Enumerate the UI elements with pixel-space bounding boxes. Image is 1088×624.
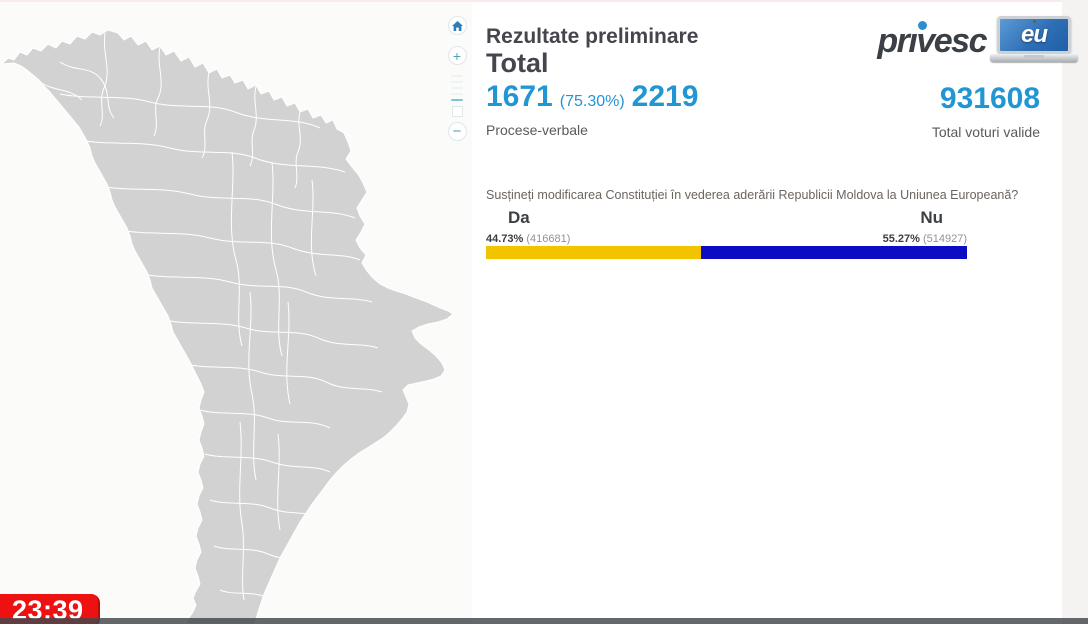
protocols-counts: 1671 (75.30%) 2219	[486, 80, 698, 114]
zoom-out-button[interactable]: −	[447, 122, 467, 141]
protocols-processed-pct: (75.30%)	[559, 93, 625, 110]
option-nu-votes: (514927)	[922, 233, 967, 245]
privesc-eu-logo[interactable]: prıvesc eu	[877, 16, 1078, 64]
laptop-screen: eu	[997, 16, 1071, 54]
zoom-tick	[451, 75, 463, 77]
laptop-camera-dot	[1033, 20, 1036, 23]
option-nu-label: Nu	[920, 208, 943, 227]
logo-text: prıvesc	[877, 22, 987, 60]
zoom-slider-handle[interactable]	[451, 106, 463, 117]
scope-label: Total	[486, 48, 549, 78]
option-nu-pct: 55.27%	[882, 233, 920, 245]
protocols-total: 2219	[631, 80, 699, 113]
bar-segment-nu	[701, 246, 967, 259]
zoom-tick-current	[451, 99, 463, 101]
results-bar	[486, 246, 967, 259]
minus-icon: −	[452, 123, 462, 140]
map-home-button[interactable]	[447, 16, 467, 35]
right-gutter	[1062, 0, 1088, 624]
map-zoom-controls: + −	[446, 16, 468, 141]
plus-icon: +	[452, 47, 462, 64]
map-panel[interactable]	[0, 2, 472, 624]
laptop-icon: eu	[990, 16, 1078, 64]
page-title: Rezultate preliminare	[486, 25, 699, 48]
zoom-tick	[451, 87, 463, 89]
zoom-tick	[451, 81, 463, 83]
top-divider	[0, 0, 1088, 2]
option-da-label: Da	[508, 208, 530, 227]
valid-votes-label: Total voturi valide	[931, 124, 1040, 140]
protocols-processed: 1671	[486, 80, 553, 113]
referendum-question: Susțineți modificarea Constituției în ve…	[486, 188, 1019, 202]
option-da-pct: 44.73%	[486, 233, 524, 245]
option-da-votes: (416681)	[526, 233, 571, 245]
laptop-notch	[1024, 55, 1044, 58]
country-outline	[0, 29, 454, 624]
logo-text-wrap: prıvesc	[877, 21, 987, 61]
logo-eu-badge: eu	[1020, 21, 1048, 48]
protocols-label: Procese-verbale	[486, 122, 588, 138]
moldova-map[interactable]	[0, 2, 472, 624]
option-da-result: 44.73% (416681)	[486, 233, 570, 245]
bar-segment-da	[486, 246, 702, 259]
zoom-tick	[451, 93, 463, 95]
bottom-player-bar[interactable]	[0, 618, 1088, 624]
laptop-base	[990, 54, 1078, 62]
zoom-in-button[interactable]: +	[447, 46, 467, 65]
logo-i-dot	[918, 21, 928, 30]
zoom-slider-track[interactable]	[451, 73, 463, 117]
district-borders	[39, 32, 383, 601]
option-nu-result: 55.27% (514927)	[883, 233, 967, 245]
valid-votes-value: 931608	[939, 82, 1040, 115]
home-icon	[451, 20, 463, 31]
